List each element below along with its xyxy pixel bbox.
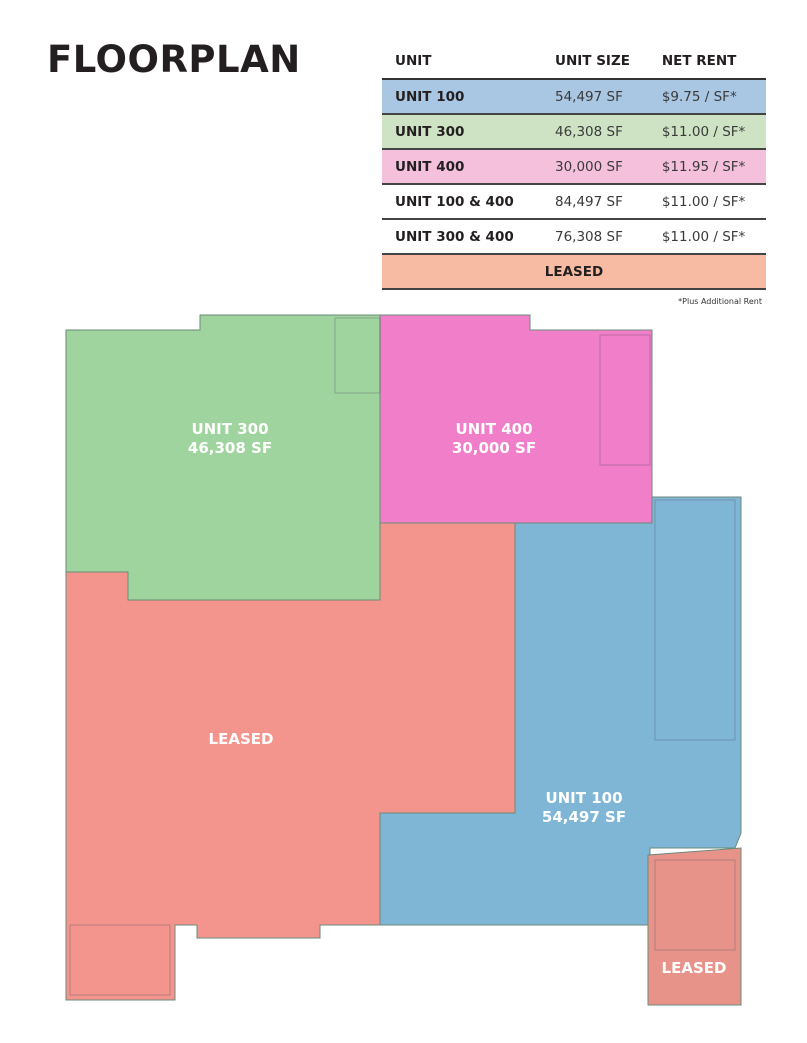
rent-cell: $11.00 / SF* [648, 114, 766, 150]
size-cell: 76,308 SF [542, 219, 649, 255]
rent-cell: $11.00 / SF* [648, 219, 766, 255]
unit-400-area[interactable] [379, 314, 653, 524]
unit-100-area[interactable] [379, 496, 742, 926]
table-header-row: UNIT UNIT SIZE NET RENT [382, 44, 766, 80]
unit-cell: UNIT 100 [382, 79, 542, 115]
table-row: UNIT 300 & 400 76,308 SF $11.00 / SF* [382, 219, 766, 255]
size-cell: 46,308 SF [542, 114, 649, 150]
unit-cell: UNIT 400 [382, 149, 542, 185]
table-row: UNIT 100 54,497 SF $9.75 / SF* [382, 79, 766, 115]
leased-small-label: LEASED [662, 959, 727, 977]
table-row: UNIT 300 46,308 SF $11.00 / SF* [382, 114, 766, 150]
col-net-rent: NET RENT [648, 44, 766, 80]
unit-cell: UNIT 300 [382, 114, 542, 150]
table-row: UNIT 100 & 400 84,497 SF $11.00 / SF* [382, 184, 766, 220]
unit-cell: UNIT 300 & 400 [382, 219, 542, 255]
size-cell: 84,497 SF [542, 184, 649, 220]
unit-table: UNIT UNIT SIZE NET RENT UNIT 100 54,497 S… [382, 44, 766, 290]
unit-400-size: 30,000 SF [452, 439, 536, 457]
rent-cell: $11.00 / SF* [648, 184, 766, 220]
unit-100-label: UNIT 100 [545, 789, 622, 807]
col-unit-size: UNIT SIZE [542, 44, 649, 80]
leased-main-label: LEASED [209, 730, 274, 748]
footnote: *Plus Additional Rent [678, 297, 762, 306]
unit-100-size: 54,497 SF [542, 808, 626, 826]
table-row: UNIT 400 30,000 SF $11.95 / SF* [382, 149, 766, 185]
page-title: FLOORPLAN [47, 38, 301, 81]
table-row-leased: LEASED [382, 254, 766, 290]
unit-cell: UNIT 100 & 400 [382, 184, 542, 220]
unit-300-size: 46,308 SF [188, 439, 272, 457]
leased-cell: LEASED [382, 254, 766, 290]
rent-cell: $9.75 / SF* [648, 79, 766, 115]
size-cell: 54,497 SF [542, 79, 649, 115]
leased-area-small[interactable] [647, 847, 742, 1006]
size-cell: 30,000 SF [542, 149, 649, 185]
unit-400-label: UNIT 400 [455, 420, 532, 438]
rent-cell: $11.95 / SF* [648, 149, 766, 185]
unit-300-area[interactable] [65, 314, 381, 601]
interior-walls [69, 317, 736, 996]
unit-300-label: UNIT 300 [191, 420, 268, 438]
col-unit: UNIT [382, 44, 542, 80]
